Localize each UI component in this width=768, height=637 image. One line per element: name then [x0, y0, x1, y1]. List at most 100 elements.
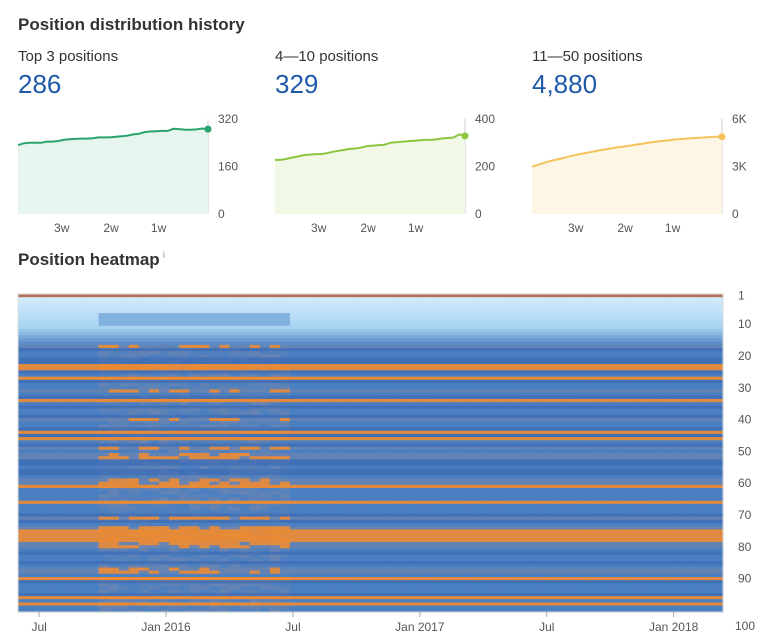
- heatmap-cell: [169, 297, 180, 301]
- heatmap-cell: [300, 341, 311, 346]
- heatmap-cell: [692, 468, 704, 473]
- heatmap-cell: [521, 427, 533, 432]
- heatmap-cell: [350, 316, 362, 321]
- heatmap-cell: [68, 386, 80, 390]
- heatmap-cell: [229, 351, 241, 356]
- heatmap-cell: [632, 313, 644, 317]
- heatmap-cell: [279, 300, 291, 305]
- heatmap-cell: [441, 309, 452, 314]
- heatmap-cell: [571, 507, 583, 511]
- heatmap-cell: [561, 316, 573, 321]
- heatmap-cell: [612, 322, 623, 327]
- heatmap-cell: [68, 510, 80, 515]
- heatmap-cell: [128, 427, 140, 432]
- heatmap-cell: [702, 309, 714, 314]
- heatmap-cell: [511, 440, 523, 445]
- heatmap-cell: [561, 424, 573, 429]
- heatmap-cell: [108, 503, 120, 508]
- heatmap-cell: [360, 319, 372, 324]
- heatmap-cell: [199, 472, 210, 476]
- heatmap-cell: [229, 376, 241, 381]
- heatmap-cell: [259, 443, 271, 448]
- heatmap-cell: [441, 500, 452, 505]
- heatmap-cell: [662, 351, 674, 356]
- heatmap-cell: [561, 335, 573, 340]
- heatmap-cell: [602, 437, 613, 441]
- heatmap-cell: [662, 354, 674, 359]
- heatmap-cell: [571, 357, 583, 362]
- heatmap-cell: [300, 462, 311, 467]
- heatmap-cell: [692, 386, 704, 390]
- heatmap-cell: [330, 481, 341, 486]
- heatmap-cell: [451, 395, 462, 400]
- heatmap-cell: [18, 472, 29, 476]
- heatmap-cell: [672, 332, 684, 336]
- heatmap-cell: [692, 494, 704, 499]
- heatmap-cell: [209, 395, 221, 400]
- heatmap-cell: [209, 510, 221, 515]
- heatmap-cell: [169, 468, 180, 473]
- heatmap-cell: [98, 389, 110, 394]
- heatmap-cell: [179, 494, 190, 499]
- heatmap-cell: [300, 313, 311, 317]
- heatmap-cell: [582, 443, 593, 448]
- heatmap-cell: [88, 383, 100, 387]
- heatmap-cell: [239, 348, 251, 352]
- heatmap-cell: [652, 494, 664, 499]
- heatmap-row: [18, 335, 724, 340]
- heatmap-cell: [239, 322, 251, 327]
- heatmap-cell: [108, 449, 120, 454]
- heatmap-cell: [410, 440, 422, 445]
- heatmap-cell: [159, 303, 170, 308]
- heatmap-cell: [340, 319, 351, 324]
- heatmap-cell: [682, 363, 694, 368]
- heatmap-cell: [118, 430, 130, 435]
- heatmap-cell: [602, 402, 613, 406]
- heatmap-cell: [712, 484, 724, 489]
- heatmap-cell: [209, 418, 221, 422]
- heatmap-cell: [420, 487, 432, 492]
- info-icon[interactable]: i: [162, 250, 165, 262]
- heatmap-cell: [481, 440, 492, 445]
- heatmap-cell: [672, 402, 684, 406]
- heatmap-cell: [410, 491, 422, 495]
- heatmap-cell: [561, 319, 573, 324]
- heatmap-cell: [78, 376, 90, 381]
- heatmap-cell: [370, 453, 382, 457]
- heatmap-cell: [420, 449, 432, 454]
- heatmap-cell: [551, 294, 563, 298]
- heatmap-cell: [88, 405, 100, 410]
- heatmap-cell: [702, 414, 714, 419]
- heatmap-cell: [471, 306, 482, 311]
- heatmap-cell: [400, 398, 412, 403]
- heatmap-cell: [682, 395, 694, 400]
- heatmap-cell: [189, 354, 200, 359]
- heatmap-cell: [128, 507, 140, 511]
- heatmap-cell: [501, 418, 513, 422]
- heatmap-cell: [68, 389, 80, 394]
- heatmap-cell: [461, 459, 472, 464]
- heatmap-cell: [209, 370, 221, 375]
- heatmap-cell: [602, 294, 613, 298]
- heatmap-cell: [98, 309, 110, 314]
- heatmap-cell: [592, 316, 603, 321]
- heatmap-cell: [330, 462, 341, 467]
- heatmap-cell: [642, 405, 654, 410]
- heatmap-cell: [300, 411, 311, 416]
- heatmap-cell: [410, 427, 422, 432]
- heatmap-cell: [138, 503, 150, 508]
- heatmap-cell: [662, 414, 674, 419]
- heatmap-cell: [370, 332, 382, 336]
- heatmap-cell: [672, 411, 684, 416]
- heatmap-cell: [471, 468, 482, 473]
- heatmap-row: [18, 319, 724, 324]
- heatmap-cell: [501, 497, 513, 502]
- heatmap-cell: [672, 424, 684, 429]
- heatmap-cell: [219, 300, 231, 305]
- heatmap-cell: [702, 510, 714, 515]
- heatmap-cell: [239, 481, 251, 486]
- heatmap-cell: [451, 414, 462, 419]
- heatmap-cell: [18, 418, 29, 422]
- heatmap-cell: [360, 389, 372, 394]
- heatmap-cell: [692, 309, 704, 314]
